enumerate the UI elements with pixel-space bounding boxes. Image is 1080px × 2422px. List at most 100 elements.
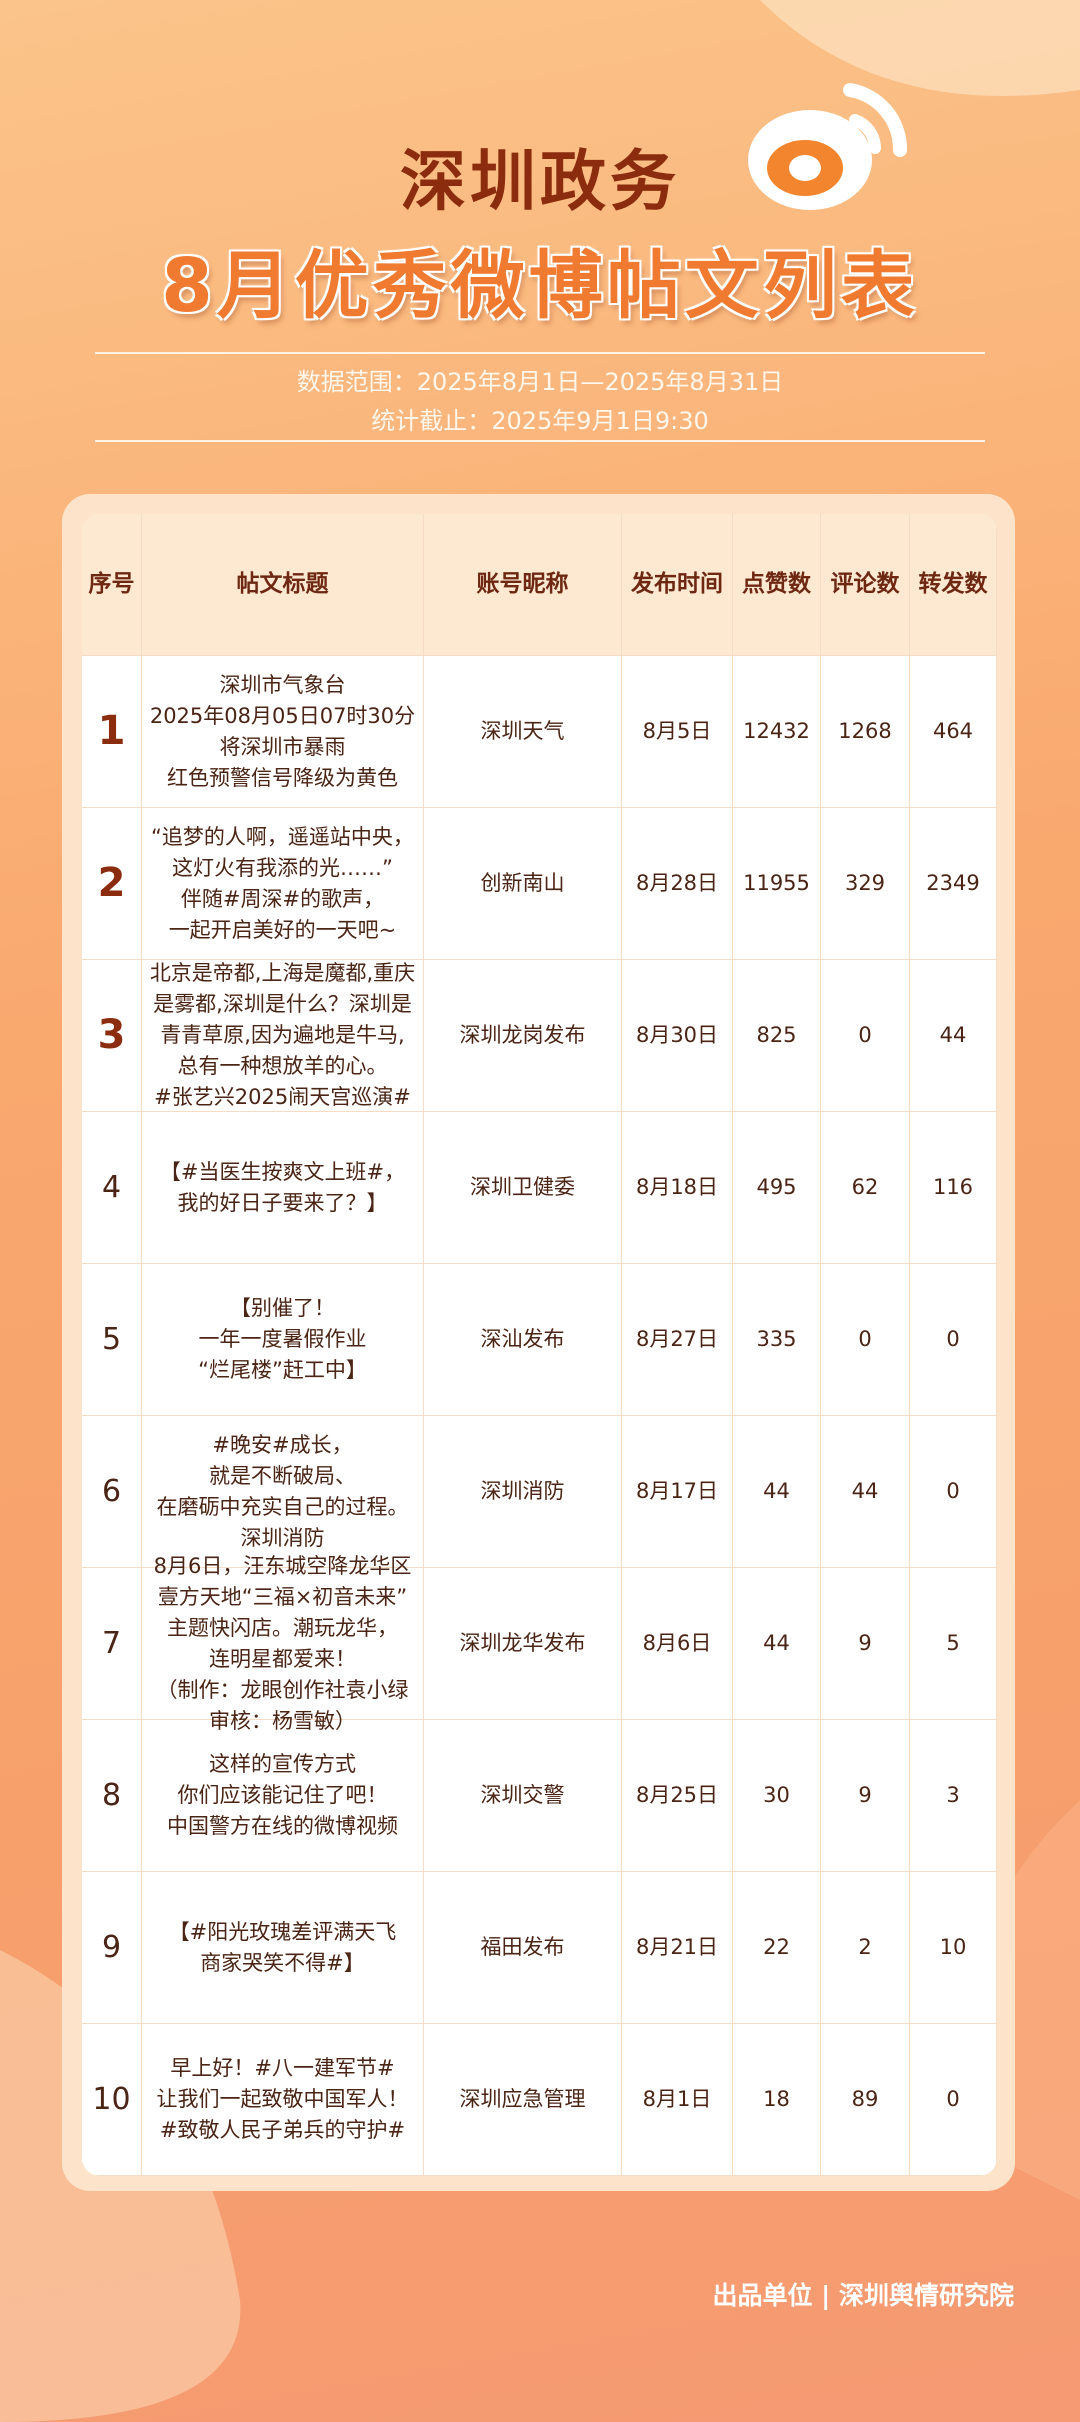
cell-text: 11955 — [743, 871, 810, 895]
comments: 9 — [821, 1568, 910, 1720]
post-title: 【#当医生按爽文上班#， 我的好日子要来了？】 — [142, 1112, 424, 1264]
subtitle: 8月优秀微博帖文列表 — [161, 243, 919, 329]
cell-text: 深圳消防 — [480, 1479, 565, 1503]
likes: 11955 — [733, 808, 821, 960]
cell-text: 伴随#周深#的歌声， — [180, 886, 385, 911]
cell-text: 2 — [97, 860, 126, 906]
cell-text: 44 — [763, 1631, 790, 1655]
cell-text: 深圳卫健委 — [470, 1175, 575, 1199]
cell-text: （制作：龙眼创作社袁小绿 — [156, 1677, 409, 1702]
cell-text: 5 — [101, 1322, 122, 1357]
cell-text: 89 — [851, 2087, 879, 2111]
header-cell: 评论数 — [821, 514, 910, 656]
post-title: “追梦的人啊，遥遥站中央， 这灯火有我添的光……” 伴随#周深#的歌声， 一起开启美好… — [142, 808, 424, 960]
cell-text: 我的好日子要来了？】 — [177, 1190, 388, 1215]
cell-text: 0 — [858, 1327, 872, 1351]
header-cell: 帖文标题 — [142, 514, 424, 656]
rank: 10 — [82, 2024, 142, 2176]
post-title: 北京是帝都,上海是魔都,重庆 是雾都,深圳是什么？深圳是 青青草原,因为遍地是牛马,… — [142, 960, 424, 1112]
cell-text: 335 — [756, 1327, 797, 1351]
post-title: 【#阳光玫瑰差评满天飞 商家哭笑不得#】 — [142, 1872, 424, 2024]
account: 深圳龙岗发布 — [424, 960, 622, 1112]
cell-text: 4 — [101, 1170, 122, 1205]
cutoff: 统计截止：2025年9月1日9:30 — [371, 407, 709, 435]
reposts: 3 — [910, 1720, 997, 1872]
comments: 9 — [821, 1720, 910, 1872]
cell-text: 2025年08月05日07时30分 — [149, 703, 416, 728]
reposts: 10 — [910, 1872, 997, 2024]
date: 8月1日 — [622, 2024, 733, 2176]
cell-text: 中国警方在线的微博视频 — [167, 1814, 398, 1838]
date: 8月30日 — [622, 960, 733, 1112]
reposts: 0 — [910, 2024, 997, 2176]
cell-text: 3 — [97, 1012, 126, 1058]
cell-text: 825 — [756, 1023, 797, 1047]
data-range: 数据范围：2025年8月1日—2025年8月31日 — [296, 368, 784, 396]
cell-text: 红色预警信号降级为黄色 — [167, 765, 398, 790]
cell-text: 就是不断破局、 — [209, 1463, 356, 1488]
account: 深圳卫健委 — [424, 1112, 622, 1264]
reposts: 0 — [910, 1264, 997, 1416]
account: 深圳消防 — [424, 1416, 622, 1568]
cell-text: 在磨砺中充实自己的过程。 — [156, 1494, 409, 1519]
cell-text: 总有一种想放羊的心。 — [177, 1054, 388, 1078]
comments: 62 — [821, 1112, 910, 1264]
cell-text: 一年一度暑假作业 — [198, 1327, 367, 1351]
cell-text: 0 — [946, 2087, 960, 2111]
cell-text: 这样的宣传方式 — [209, 1752, 356, 1776]
account: 深圳天气 — [424, 656, 622, 808]
cell-text: 连明星都爱来！ — [209, 1646, 356, 1671]
cell-text: 8月5日 — [642, 719, 712, 743]
cell-text: 0 — [946, 1479, 960, 1503]
cell-text: 8月28日 — [635, 871, 719, 895]
cell-text: 一起开启美好的一天吧~ — [168, 917, 397, 942]
cell-text: 8月30日 — [635, 1023, 719, 1047]
cell-text: “烂尾楼”赶工中】 — [198, 1358, 367, 1382]
post-title: 这样的宣传方式 你们应该能记住了吧！ 中国警方在线的微博视频 — [142, 1720, 424, 1872]
reposts: 5 — [910, 1568, 997, 1720]
likes: 30 — [733, 1720, 821, 1872]
cell-text: 8月6日，汪东城空降龙华区 — [153, 1553, 412, 1578]
cell-text: 8月1日 — [642, 2087, 712, 2111]
cell-text: 北京是帝都,上海是魔都,重庆 — [149, 961, 416, 985]
post-title: 【别催了！ 一年一度暑假作业 “烂尾楼”赶工中】 — [142, 1264, 424, 1416]
likes: 12432 — [733, 656, 821, 808]
comments: 329 — [821, 808, 910, 960]
reposts: 2349 — [910, 808, 997, 960]
cell-text: #致敬人民子弟兵的守护# — [159, 2118, 406, 2142]
rank: 7 — [82, 1568, 142, 1720]
cell-text: 8 — [101, 1778, 122, 1813]
cell-text: 2 — [858, 1935, 872, 1959]
cell-text: 9 — [101, 1930, 122, 1965]
cell-text: 发布时间 — [631, 571, 723, 597]
cell-text: 6 — [101, 1474, 122, 1509]
rule — [95, 440, 985, 442]
cell-text: 18 — [763, 2087, 790, 2111]
cell-text: 深圳交警 — [480, 1783, 565, 1807]
rank: 5 — [82, 1264, 142, 1416]
date: 8月5日 — [622, 656, 733, 808]
cell-text: 1268 — [838, 719, 892, 743]
cell-text: 0 — [946, 1327, 960, 1351]
cell-text: 帖文标题 — [236, 571, 329, 597]
account: 深圳龙华发布 — [424, 1568, 622, 1720]
cell-text: 10 — [92, 2082, 131, 2117]
account: 深汕发布 — [424, 1264, 622, 1416]
date: 8月18日 — [622, 1112, 733, 1264]
cell-text: 评论数 — [830, 571, 900, 597]
reposts: 116 — [910, 1112, 997, 1264]
comments: 0 — [821, 1264, 910, 1416]
cell-text: 主题快闪店。潮玩龙华， — [167, 1615, 398, 1640]
cell-text: 深圳消防 — [240, 1525, 325, 1550]
rank: 4 — [82, 1112, 142, 1264]
cell-text: 是雾都,深圳是什么？深圳是 — [153, 992, 412, 1016]
cell-text: 青青草原,因为遍地是牛马, — [160, 1023, 405, 1047]
cell-text: 0 — [858, 1023, 872, 1047]
cell-text: 深圳应急管理 — [459, 2087, 586, 2111]
cell-text: 10 — [939, 1935, 967, 1959]
likes: 44 — [733, 1568, 821, 1720]
cell-text: 464 — [932, 719, 974, 743]
rule — [95, 352, 985, 354]
cell-text: #晚安#成长， — [212, 1432, 353, 1457]
